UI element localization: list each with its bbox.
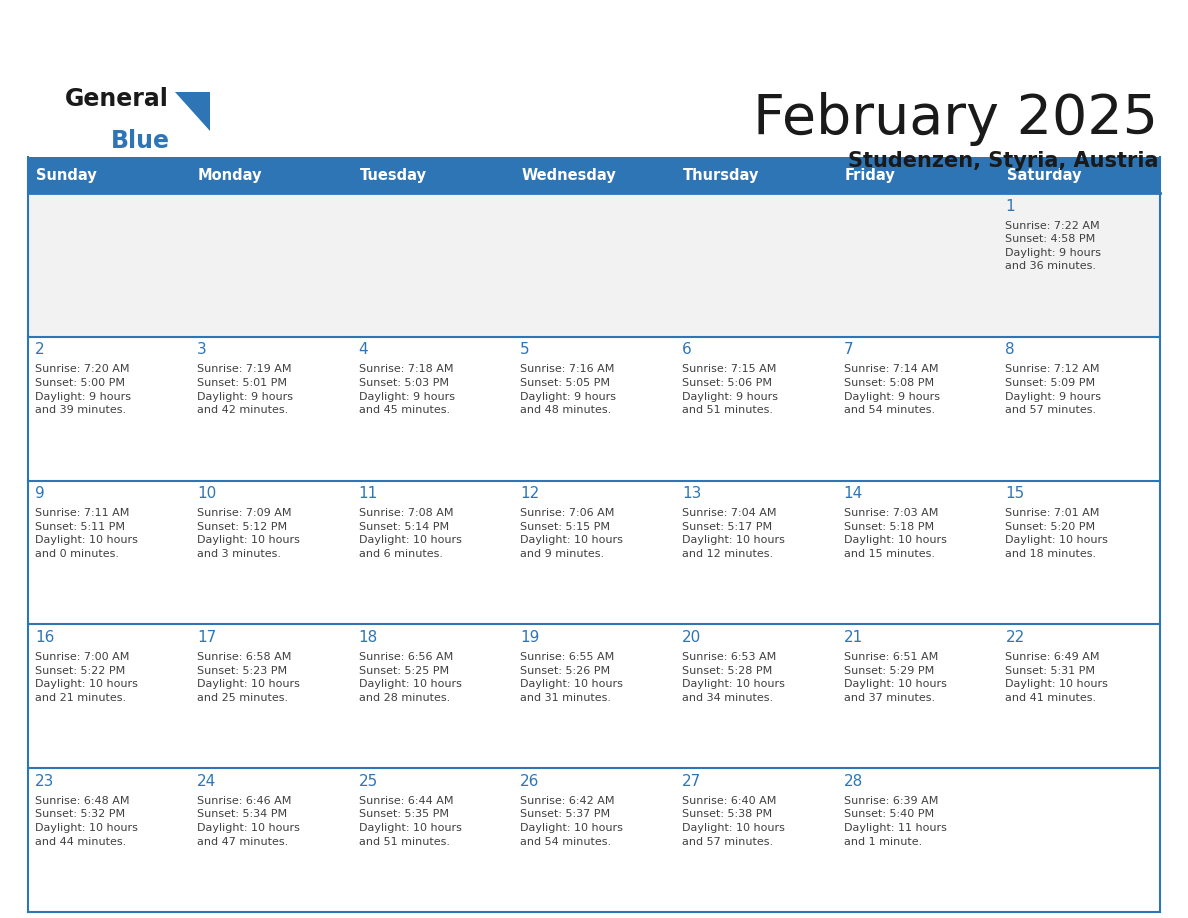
Text: Sunrise: 6:40 AM
Sunset: 5:38 PM
Daylight: 10 hours
and 57 minutes.: Sunrise: 6:40 AM Sunset: 5:38 PM Dayligh… — [682, 796, 785, 846]
Bar — [29, 624, 1159, 768]
Text: Sunrise: 6:48 AM
Sunset: 5:32 PM
Daylight: 10 hours
and 44 minutes.: Sunrise: 6:48 AM Sunset: 5:32 PM Dayligh… — [36, 796, 138, 846]
Text: Sunrise: 7:04 AM
Sunset: 5:17 PM
Daylight: 10 hours
and 12 minutes.: Sunrise: 7:04 AM Sunset: 5:17 PM Dayligh… — [682, 509, 785, 559]
Text: Sunrise: 6:46 AM
Sunset: 5:34 PM
Daylight: 10 hours
and 47 minutes.: Sunrise: 6:46 AM Sunset: 5:34 PM Dayligh… — [197, 796, 299, 846]
Text: Sunrise: 7:08 AM
Sunset: 5:14 PM
Daylight: 10 hours
and 6 minutes.: Sunrise: 7:08 AM Sunset: 5:14 PM Dayligh… — [359, 509, 461, 559]
Text: Sunrise: 7:11 AM
Sunset: 5:11 PM
Daylight: 10 hours
and 0 minutes.: Sunrise: 7:11 AM Sunset: 5:11 PM Dayligh… — [36, 509, 138, 559]
Text: February 2025: February 2025 — [753, 92, 1158, 146]
Text: 15: 15 — [1005, 487, 1025, 501]
Text: Sunrise: 7:20 AM
Sunset: 5:00 PM
Daylight: 9 hours
and 39 minutes.: Sunrise: 7:20 AM Sunset: 5:00 PM Dayligh… — [36, 364, 131, 415]
Text: Sunrise: 7:19 AM
Sunset: 5:01 PM
Daylight: 9 hours
and 42 minutes.: Sunrise: 7:19 AM Sunset: 5:01 PM Dayligh… — [197, 364, 293, 415]
Text: Sunrise: 6:51 AM
Sunset: 5:29 PM
Daylight: 10 hours
and 37 minutes.: Sunrise: 6:51 AM Sunset: 5:29 PM Dayligh… — [843, 652, 947, 703]
Text: Sunrise: 7:14 AM
Sunset: 5:08 PM
Daylight: 9 hours
and 54 minutes.: Sunrise: 7:14 AM Sunset: 5:08 PM Dayligh… — [843, 364, 940, 415]
Text: 26: 26 — [520, 774, 539, 789]
Text: 20: 20 — [682, 630, 701, 645]
Text: 23: 23 — [36, 774, 55, 789]
Text: 8: 8 — [1005, 342, 1015, 357]
Text: 17: 17 — [197, 630, 216, 645]
Text: General: General — [65, 87, 169, 111]
Text: 25: 25 — [359, 774, 378, 789]
Text: Sunrise: 6:53 AM
Sunset: 5:28 PM
Daylight: 10 hours
and 34 minutes.: Sunrise: 6:53 AM Sunset: 5:28 PM Dayligh… — [682, 652, 785, 703]
Text: Sunrise: 7:06 AM
Sunset: 5:15 PM
Daylight: 10 hours
and 9 minutes.: Sunrise: 7:06 AM Sunset: 5:15 PM Dayligh… — [520, 509, 624, 559]
Text: 21: 21 — [843, 630, 862, 645]
Bar — [29, 193, 1159, 337]
Bar — [29, 768, 1159, 912]
Text: 27: 27 — [682, 774, 701, 789]
Text: Sunrise: 7:12 AM
Sunset: 5:09 PM
Daylight: 9 hours
and 57 minutes.: Sunrise: 7:12 AM Sunset: 5:09 PM Dayligh… — [1005, 364, 1101, 415]
Text: Sunrise: 6:42 AM
Sunset: 5:37 PM
Daylight: 10 hours
and 54 minutes.: Sunrise: 6:42 AM Sunset: 5:37 PM Dayligh… — [520, 796, 624, 846]
Text: Sunrise: 7:01 AM
Sunset: 5:20 PM
Daylight: 10 hours
and 18 minutes.: Sunrise: 7:01 AM Sunset: 5:20 PM Dayligh… — [1005, 509, 1108, 559]
Bar — [29, 337, 1159, 481]
Text: Saturday: Saturday — [1006, 167, 1081, 183]
Text: 22: 22 — [1005, 630, 1025, 645]
Text: Sunrise: 7:18 AM
Sunset: 5:03 PM
Daylight: 9 hours
and 45 minutes.: Sunrise: 7:18 AM Sunset: 5:03 PM Dayligh… — [359, 364, 455, 415]
Text: 13: 13 — [682, 487, 701, 501]
Text: Sunrise: 7:15 AM
Sunset: 5:06 PM
Daylight: 9 hours
and 51 minutes.: Sunrise: 7:15 AM Sunset: 5:06 PM Dayligh… — [682, 364, 778, 415]
Text: 28: 28 — [843, 774, 862, 789]
Text: Sunrise: 7:09 AM
Sunset: 5:12 PM
Daylight: 10 hours
and 3 minutes.: Sunrise: 7:09 AM Sunset: 5:12 PM Dayligh… — [197, 509, 299, 559]
Text: 10: 10 — [197, 487, 216, 501]
Text: 6: 6 — [682, 342, 691, 357]
Text: 1: 1 — [1005, 198, 1015, 214]
Text: Sunrise: 7:03 AM
Sunset: 5:18 PM
Daylight: 10 hours
and 15 minutes.: Sunrise: 7:03 AM Sunset: 5:18 PM Dayligh… — [843, 509, 947, 559]
Text: 14: 14 — [843, 487, 862, 501]
Text: 16: 16 — [36, 630, 55, 645]
Text: 18: 18 — [359, 630, 378, 645]
Text: Sunrise: 7:16 AM
Sunset: 5:05 PM
Daylight: 9 hours
and 48 minutes.: Sunrise: 7:16 AM Sunset: 5:05 PM Dayligh… — [520, 364, 617, 415]
Text: Wednesday: Wednesday — [522, 167, 617, 183]
Text: Sunrise: 6:44 AM
Sunset: 5:35 PM
Daylight: 10 hours
and 51 minutes.: Sunrise: 6:44 AM Sunset: 5:35 PM Dayligh… — [359, 796, 461, 846]
Text: Tuesday: Tuesday — [360, 167, 426, 183]
Text: Sunday: Sunday — [37, 167, 97, 183]
Text: Blue: Blue — [110, 129, 170, 152]
Text: Sunrise: 6:55 AM
Sunset: 5:26 PM
Daylight: 10 hours
and 31 minutes.: Sunrise: 6:55 AM Sunset: 5:26 PM Dayligh… — [520, 652, 624, 703]
Text: Studenzen, Styria, Austria: Studenzen, Styria, Austria — [848, 151, 1158, 172]
Bar — [29, 157, 1159, 193]
Text: 5: 5 — [520, 342, 530, 357]
Text: 24: 24 — [197, 774, 216, 789]
Text: Sunrise: 6:58 AM
Sunset: 5:23 PM
Daylight: 10 hours
and 25 minutes.: Sunrise: 6:58 AM Sunset: 5:23 PM Dayligh… — [197, 652, 299, 703]
Text: 4: 4 — [359, 342, 368, 357]
Text: Sunrise: 7:00 AM
Sunset: 5:22 PM
Daylight: 10 hours
and 21 minutes.: Sunrise: 7:00 AM Sunset: 5:22 PM Dayligh… — [36, 652, 138, 703]
Text: Sunrise: 6:49 AM
Sunset: 5:31 PM
Daylight: 10 hours
and 41 minutes.: Sunrise: 6:49 AM Sunset: 5:31 PM Dayligh… — [1005, 652, 1108, 703]
Text: 9: 9 — [36, 487, 45, 501]
Text: Sunrise: 6:39 AM
Sunset: 5:40 PM
Daylight: 11 hours
and 1 minute.: Sunrise: 6:39 AM Sunset: 5:40 PM Dayligh… — [843, 796, 947, 846]
Text: 12: 12 — [520, 487, 539, 501]
Text: Sunrise: 7:22 AM
Sunset: 4:58 PM
Daylight: 9 hours
and 36 minutes.: Sunrise: 7:22 AM Sunset: 4:58 PM Dayligh… — [1005, 220, 1101, 272]
Text: Monday: Monday — [198, 167, 263, 183]
Text: 11: 11 — [359, 487, 378, 501]
Text: Sunrise: 6:56 AM
Sunset: 5:25 PM
Daylight: 10 hours
and 28 minutes.: Sunrise: 6:56 AM Sunset: 5:25 PM Dayligh… — [359, 652, 461, 703]
Bar — [29, 481, 1159, 624]
Text: 7: 7 — [843, 342, 853, 357]
Text: 2: 2 — [36, 342, 45, 357]
Text: 3: 3 — [197, 342, 207, 357]
Text: Friday: Friday — [845, 167, 896, 183]
Text: 19: 19 — [520, 630, 539, 645]
Text: Thursday: Thursday — [683, 167, 759, 183]
